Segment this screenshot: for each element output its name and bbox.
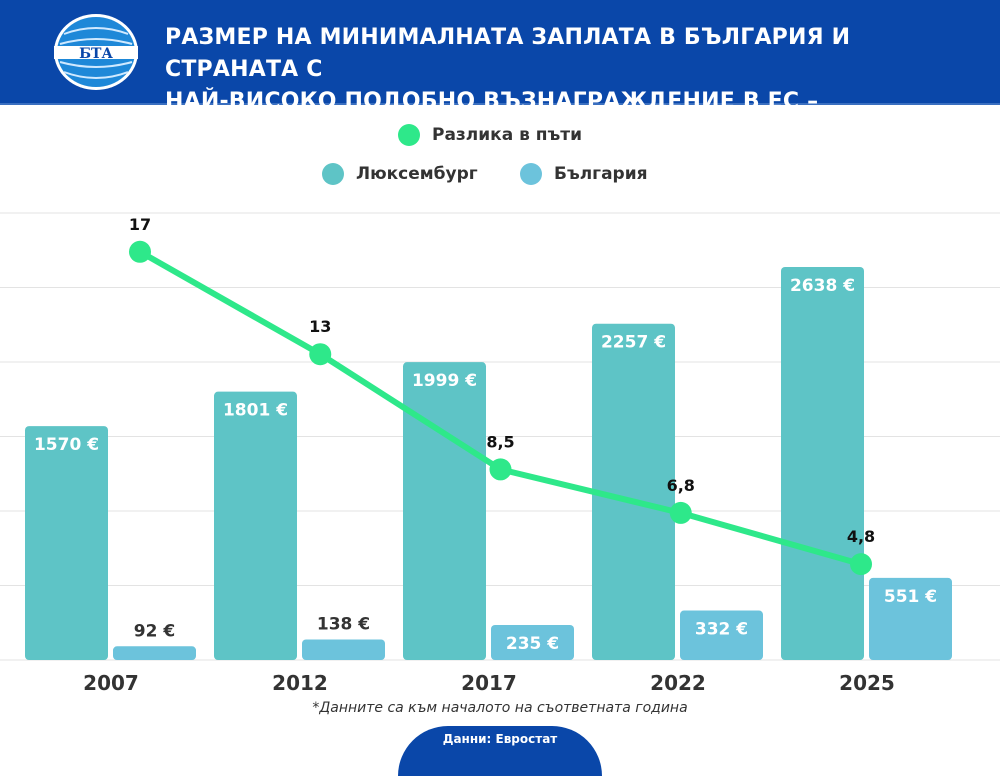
difference-point bbox=[489, 458, 512, 481]
difference-point bbox=[850, 553, 872, 576]
legend-label: Люксембург bbox=[356, 164, 478, 184]
footnote: *Данните са към началото на съответната … bbox=[312, 700, 688, 716]
legend-dot-icon bbox=[398, 124, 420, 146]
legend-dot-icon bbox=[322, 163, 344, 185]
bar-label: 1570 € bbox=[34, 435, 99, 455]
legend-label: Разлика в пъти bbox=[432, 125, 583, 145]
bar-luxembourg bbox=[214, 391, 297, 660]
svg-text:БТА: БТА bbox=[79, 46, 113, 62]
title-line-1: РАЗМЕР НА МИНИМАЛНАТА ЗАПЛАТА В БЪЛГАРИЯ… bbox=[165, 25, 851, 82]
bar-bulgaria bbox=[869, 577, 952, 660]
bar-luxembourg bbox=[781, 266, 864, 660]
chart: 1570 € 92 € 2007 1801 € 138 € 2012 1999 € 235 €… bbox=[0, 212, 1000, 695]
bar-bulgaria bbox=[302, 639, 385, 660]
x-tick-label: 2022 bbox=[650, 671, 706, 695]
bar-luxembourg bbox=[403, 362, 486, 660]
x-tick-label: 2012 bbox=[272, 671, 328, 695]
bar-label: 551 € bbox=[884, 587, 937, 607]
difference-point bbox=[669, 501, 692, 524]
difference-label: 13 bbox=[309, 317, 331, 336]
bar-luxembourg bbox=[592, 323, 675, 660]
bar-label: 92 € bbox=[134, 621, 175, 641]
bar-bulgaria bbox=[680, 610, 763, 660]
bar-bulgaria bbox=[491, 624, 574, 660]
bar-bulgaria bbox=[113, 646, 196, 660]
difference-label: 4,8 bbox=[847, 527, 875, 546]
difference-point bbox=[309, 343, 332, 366]
title-line-2: НАЙ-ВИСОКО ПОДОБНО ВЪЗНАГРАЖДЕНИЕ В ЕС –… bbox=[165, 89, 819, 146]
chart-title: РАЗМЕР НА МИНИМАЛНАТА ЗАПЛАТА В БЪЛГАРИЯ… bbox=[165, 22, 985, 150]
legend-luxembourg: Люксембург bbox=[322, 163, 478, 185]
legend-dot-icon bbox=[520, 163, 542, 185]
bar-label: 332 € bbox=[695, 620, 748, 640]
bar-label: 1801 € bbox=[223, 401, 288, 421]
x-tick-label: 2025 bbox=[839, 671, 895, 695]
legend-difference: Разлика в пъти bbox=[398, 124, 582, 146]
source-badge: Данни: Евростат bbox=[398, 726, 602, 776]
legend-label: България bbox=[554, 164, 648, 184]
difference-label: 8,5 bbox=[486, 432, 514, 451]
difference-point bbox=[129, 240, 151, 263]
bta-logo: БТА bbox=[54, 14, 138, 90]
bar-label: 1999 € bbox=[412, 371, 477, 391]
bar-label: 2257 € bbox=[601, 333, 666, 353]
x-tick-label: 2007 bbox=[83, 671, 139, 695]
bar-label: 235 € bbox=[506, 634, 559, 654]
bar-label: 2638 € bbox=[790, 276, 855, 296]
header: БТА РАЗМЕР НА МИНИМАЛНАТА ЗАПЛАТА В БЪЛГ… bbox=[0, 0, 1000, 146]
difference-label: 6,8 bbox=[667, 476, 695, 495]
x-tick-label: 2017 bbox=[461, 671, 517, 695]
legend-bulgaria: България bbox=[520, 163, 648, 185]
difference-label: 17 bbox=[129, 215, 151, 234]
bar-label: 138 € bbox=[317, 614, 370, 634]
bar-luxembourg bbox=[25, 426, 108, 660]
